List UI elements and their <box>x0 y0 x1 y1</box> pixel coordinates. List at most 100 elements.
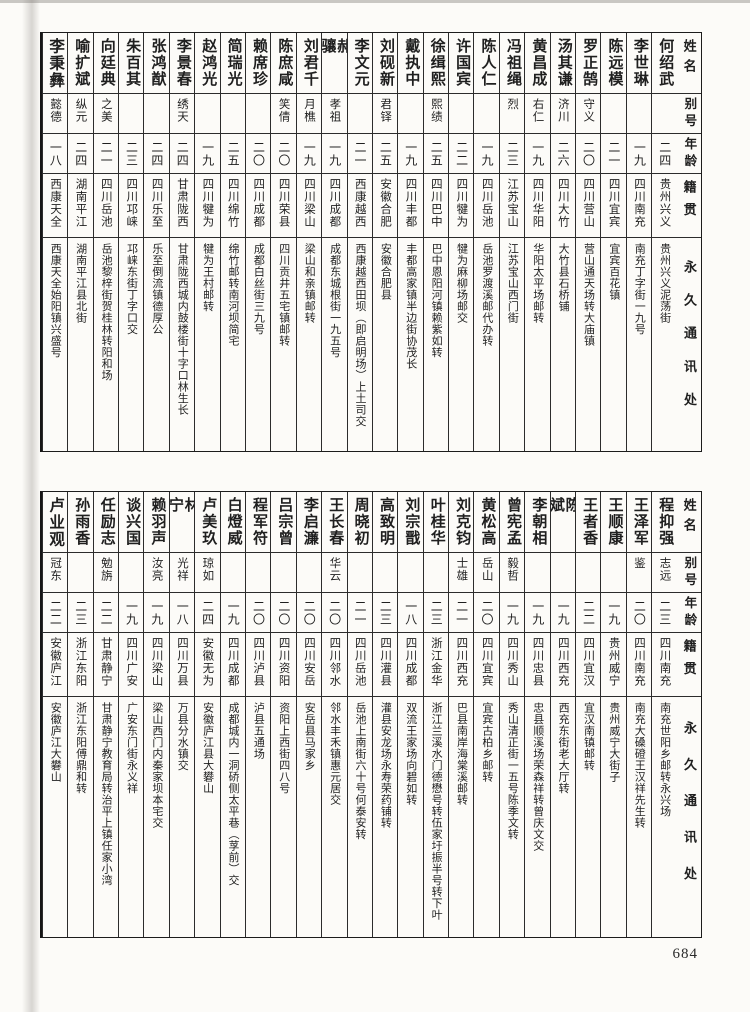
native-place-cell-text: 浙江东阳 <box>74 637 87 687</box>
age-cell: 二二 <box>42 593 68 633</box>
address-cell: 大竹县石桥铺 <box>551 238 575 451</box>
native-place-cell: 四川成都 <box>398 633 423 697</box>
native-place-cell-text: 四川荣县 <box>277 178 290 228</box>
address-cell-text: 丰都高家镇半边街协茂长 <box>404 243 417 370</box>
entry-column: 卢美玖 琼如 二四 安徽无为 安徽庐江县大礬山 <box>194 492 220 937</box>
name-cell: 谈兴国 <box>119 492 144 553</box>
age-cell-text: 二四 <box>657 140 672 167</box>
byname-cell <box>423 553 449 593</box>
byname-cell-text: 士雄 <box>455 557 468 582</box>
byname-cell: 济川 <box>550 94 576 134</box>
age-cell: 二一 <box>347 593 372 633</box>
native-place-cell-text: 贵州威宁 <box>607 637 620 687</box>
byname-cell <box>474 94 499 134</box>
byname-cell <box>220 553 245 593</box>
age-cell: 一九 <box>550 593 576 633</box>
native-place-cell-text: 西康天全 <box>49 178 62 228</box>
age-cell: 二〇 <box>296 593 322 633</box>
age-cell: 一九 <box>525 593 550 633</box>
entry-column: 何绍武 二四 贵州兴义 贵州兴义泥荡街 <box>651 33 677 451</box>
age-cell-text: 二三 <box>124 140 139 167</box>
age-cell: 二四 <box>195 593 220 633</box>
column-header-native_place: 籍贯 <box>676 174 701 238</box>
age-cell-text: 一九 <box>327 140 342 167</box>
native-place-cell-text: 四川广安 <box>125 637 138 687</box>
age-cell-text: 一九 <box>124 599 139 626</box>
address-cell: 岳池黎梓街贺桂林转阳和场 <box>94 238 118 451</box>
name-cell-text: 程抑强 <box>657 497 674 547</box>
age-cell: 二二 <box>93 593 119 633</box>
name-cell-text: 罗正鹄 <box>581 38 598 88</box>
native-place-cell-text: 四川成都 <box>226 637 239 687</box>
address-cell: 泸县五通场 <box>246 697 270 937</box>
address-cell-text: 贵州威宁大街子 <box>607 702 620 783</box>
address-cell: 营山通天场转大庙镇 <box>576 238 600 451</box>
native-place-cell-text: 四川秀山 <box>506 637 519 687</box>
native-place-cell: 四川南充 <box>652 633 677 697</box>
column-header-age: 年龄 <box>676 593 701 633</box>
native-place-cell-text: 四川华阳 <box>531 178 544 228</box>
native-place-cell: 四川邛崃 <box>119 174 144 238</box>
entry-column: 赖羽声 汝亮 一九 四川梁山 梁山西门内秦家坝本宅交 <box>143 492 169 937</box>
native-place-cell: 四川华阳 <box>525 174 550 238</box>
address-cell: 浙江兰溪水门德懋号转伍家圩振半号转下叶 <box>424 697 448 937</box>
name-cell: 吕宗曾 <box>271 492 296 553</box>
entry-column: 徐缉熙 熙绩 二五 四川巴中 巴中恩阳河镇赖紫如转 <box>422 33 449 451</box>
name-cell-text: 黄松高 <box>479 497 496 547</box>
entry-column: 李世琳 一九 四川南充 南充丁字街一九号 <box>625 33 652 451</box>
age-cell: 二一 <box>347 134 372 174</box>
address-cell: 成都城内一洞硚侧太平巷（莩前）交 <box>221 697 245 937</box>
address-cell-text: 邛崃东街丁字口交 <box>125 243 138 335</box>
name-cell-text: 叶桂华 <box>428 497 445 547</box>
native-place-cell: 贵州威宁 <box>601 633 626 697</box>
name-cell: 李文元 <box>347 33 372 94</box>
byname-cell-text: 济川 <box>556 98 569 123</box>
address-cell: 宜汉南镇邮转 <box>576 697 600 937</box>
age-cell: 二三 <box>652 593 677 633</box>
native-place-cell-text: 四川忠县 <box>531 637 544 687</box>
byname-cell: 光祥 <box>169 553 195 593</box>
address-cell: 广安东门街永义祥 <box>119 697 143 937</box>
byname-cell <box>449 94 474 134</box>
name-cell: 赵鸿光 <box>195 33 220 94</box>
scan-top-edge <box>0 0 750 3</box>
address-cell: 安岳县马家乡 <box>297 697 321 937</box>
age-cell: 二一 <box>601 134 626 174</box>
address-cell-text: 南充世阳乡邮转永兴场 <box>658 702 671 817</box>
age-cell-text: 一九 <box>200 140 215 167</box>
name-cell: 王泽军 <box>626 492 652 553</box>
native-place-cell: 西康越西 <box>347 174 372 238</box>
name-cell: 曾宪孟 <box>499 492 525 553</box>
native-place-cell: 四川岳池 <box>347 633 372 697</box>
name-cell: 陈庶咸 <box>271 33 296 94</box>
age-cell-text: 一九 <box>530 140 545 167</box>
byname-cell <box>626 94 652 134</box>
native-place-cell: 四川梁山 <box>144 633 169 697</box>
age-cell-text: 一九 <box>632 140 647 167</box>
name-cell-text: 卢美玖 <box>200 497 217 547</box>
registry-table-bottom: 姓名 别号 年龄 籍贯 永久通讯处 程抑强 志远 二三 四川南充 南充世阳乡邮转永兴场 王泽军鉴二〇… <box>40 491 702 938</box>
entry-column: 周晓初 二一 四川岳池 岳池上南街六十号何泰安转 <box>346 492 372 937</box>
native-place-cell-text: 四川岳池 <box>99 178 112 228</box>
name-cell-text: 李文元 <box>352 38 369 88</box>
byname-cell: 笑倩 <box>271 94 296 134</box>
native-place-cell-text: 四川西充 <box>556 637 569 687</box>
entry-column: 王者香 二二 四川宜汉 宜汉南镇邮转 <box>575 492 601 937</box>
address-cell: 丰都高家镇半边街协茂长 <box>398 238 422 451</box>
native-place-cell-text: 四川泸县 <box>252 637 265 687</box>
address-cell: 邻水丰禾镇惠元居交 <box>322 697 346 937</box>
name-cell-text: 陈斌 <box>550 497 576 525</box>
name-cell: 林宁 <box>169 492 195 553</box>
entry-column: 李景春 绣天 二四 甘肃陇西 甘肃陇西城内鼓楼街十字口林生长 <box>168 33 195 451</box>
address-cell: 湖南平江县北街 <box>68 238 92 451</box>
name-cell: 刘克钧 <box>449 492 474 553</box>
column-header-name-text: 姓名 <box>681 498 697 539</box>
byname-cell-text: 纵元 <box>74 98 87 123</box>
byname-cell: 纵元 <box>68 94 93 134</box>
byname-cell-text: 之美 <box>99 98 112 123</box>
native-place-cell: 四川西充 <box>550 633 576 697</box>
address-cell: 岳池上南街六十号何泰安转 <box>348 697 372 937</box>
byname-cell: 志远 <box>652 553 677 593</box>
age-cell-text: 二四 <box>73 140 88 167</box>
entry-column: 郝骧 孝祖 一九 四川成都 成都东城根街一九五号 <box>321 33 347 451</box>
